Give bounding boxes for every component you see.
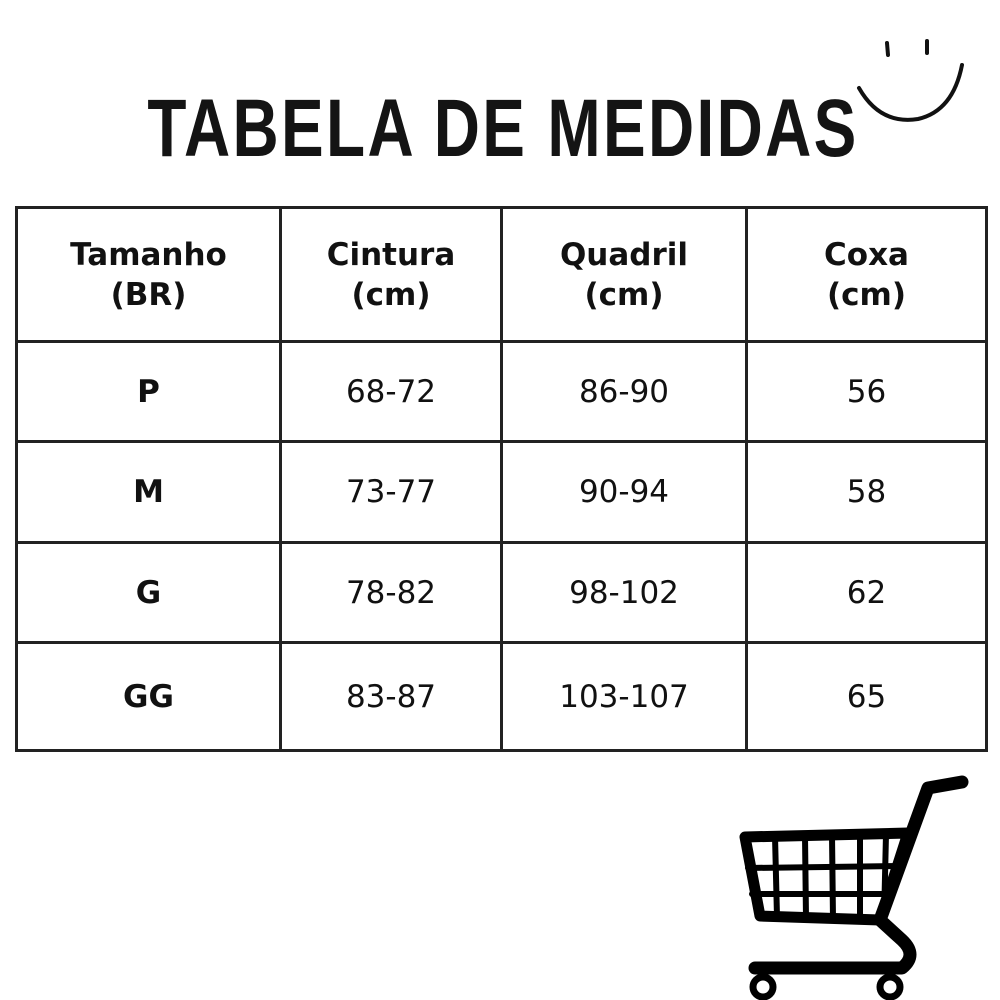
page-title: TABELA DE MEDIDAS (147, 83, 859, 174)
header-line1: Coxa (824, 236, 909, 273)
cell-thigh: 58 (745, 440, 988, 544)
cell-hip: 103-107 (500, 641, 748, 752)
table-row: P 68-72 86-90 56 (15, 340, 988, 443)
cell-size: M (15, 440, 282, 544)
cell-waist: 73-77 (279, 440, 503, 544)
table-header-row: Tamanho (BR) Cintura (cm) Quadril (cm) Coxa… (15, 206, 988, 343)
cell-hip: 98-102 (500, 541, 748, 644)
header-line1: Quadril (559, 236, 689, 273)
table-row: GG 83-87 103-107 65 (15, 641, 988, 752)
header-line2: (BR) (110, 276, 187, 313)
cell-waist: 83-87 (279, 641, 503, 752)
header-waist: Cintura (cm) (279, 206, 503, 343)
header-line2: (cm) (826, 276, 906, 313)
header-line1: Tamanho (70, 236, 227, 273)
cell-waist: 68-72 (279, 340, 503, 443)
cell-size: GG (15, 641, 282, 752)
table-row: G 78-82 98-102 62 (15, 541, 988, 644)
shopping-cart-icon (739, 775, 969, 1000)
cell-hip: 86-90 (500, 340, 748, 443)
cell-size: G (15, 541, 282, 644)
cell-hip: 90-94 (500, 440, 748, 544)
size-chart-table: Tamanho (BR) Cintura (cm) Quadril (cm) Coxa… (15, 206, 988, 752)
header-size: Tamanho (BR) (15, 206, 282, 343)
cell-size: P (15, 340, 282, 443)
cell-waist: 78-82 (279, 541, 503, 644)
header-line1: Cintura (326, 236, 456, 273)
header-hip: Quadril (cm) (500, 206, 748, 343)
cell-thigh: 62 (745, 541, 988, 644)
smiley-face-icon (857, 39, 964, 122)
header-line2: (cm) (351, 276, 431, 313)
header-thigh: Coxa (cm) (745, 206, 988, 343)
header-line2: (cm) (584, 276, 664, 313)
cell-thigh: 65 (745, 641, 988, 752)
table-row: M 73-77 90-94 58 (15, 440, 988, 544)
cell-thigh: 56 (745, 340, 988, 443)
